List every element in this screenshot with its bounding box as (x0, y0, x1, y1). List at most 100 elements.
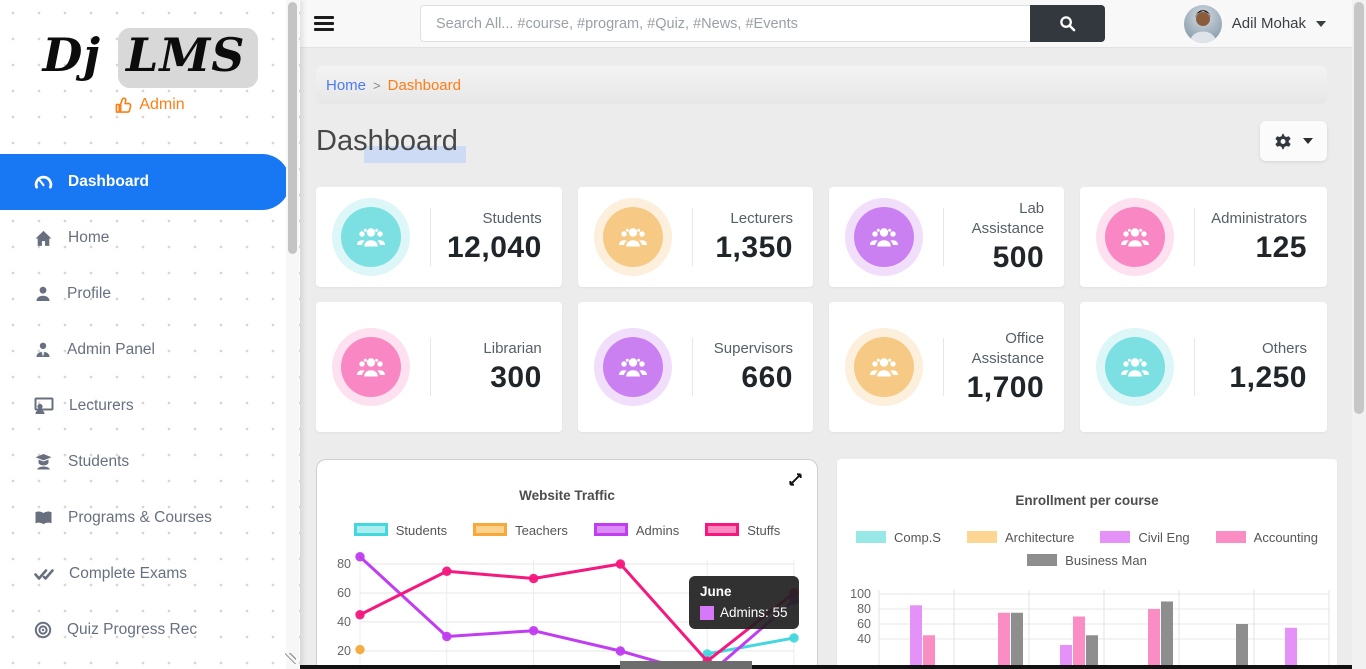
divider (942, 208, 944, 266)
chart-legend-row2: Business Man (837, 553, 1337, 568)
resize-grip[interactable] (285, 653, 296, 664)
divider (430, 338, 431, 396)
legend-label: Civil Eng (1138, 530, 1190, 545)
bottom-edge-bar (300, 665, 1352, 669)
sidebar-scrollbar-thumb[interactable] (288, 2, 297, 254)
breadcrumb-home-link[interactable]: Home (326, 76, 367, 94)
chart-title: Enrollment per course (1015, 493, 1159, 508)
sidebar-item-dashboard[interactable]: Dashboard (0, 154, 290, 210)
stat-card-administrators: Administrators 125 (1080, 187, 1327, 287)
sidebar-item-students[interactable]: Students (0, 434, 290, 490)
stat-label: Administrators (1211, 209, 1307, 227)
svg-text:80: 80 (337, 557, 351, 571)
hamburger-menu-icon[interactable] (314, 13, 334, 35)
tooltip-text: Admins: 55 (720, 605, 788, 620)
sidebar-item-quiz-progress-rec[interactable]: Quiz Progress Rec (0, 602, 290, 658)
stat-value: 1,350 (715, 231, 793, 265)
legend-swatch (1027, 554, 1058, 566)
stat-label: Lab Assistance (971, 199, 1045, 237)
search-input[interactable] (420, 5, 1030, 42)
divider (942, 338, 944, 396)
settings-button[interactable] (1260, 121, 1327, 161)
sidebar-scrollbar[interactable] (286, 0, 299, 669)
sidebar-item-home[interactable]: Home (0, 210, 290, 266)
sidebar-item-label: Complete Exams (69, 565, 188, 582)
sidebar-item-profile[interactable]: Profile (0, 266, 290, 322)
sidebar: Dj LMS Admin Dashboard Home Profile Admin P… (0, 0, 300, 669)
stat-icon-halo (844, 198, 923, 276)
stat-card-office-assistance: Office Assistance 1,700 (828, 302, 1065, 432)
divider (1194, 338, 1196, 396)
sidebar-item-complete-exams[interactable]: Complete Exams (0, 546, 290, 602)
stat-cards: Students 12,040 Lecturers 1,350 Lab Assistan… (316, 187, 1327, 432)
page-scrollbar-thumb[interactable] (1354, 2, 1364, 414)
legend-label: Accounting (1253, 530, 1318, 545)
group-icon (1105, 337, 1166, 397)
search-button[interactable] (1030, 5, 1105, 42)
legend-item-accounting[interactable]: Accounting (1215, 530, 1318, 545)
group-icon (853, 207, 914, 267)
stat-icon-halo (844, 328, 923, 406)
sidebar-item-lecturers[interactable]: Lecturers (0, 378, 290, 434)
horizontal-scrollbar-thumb[interactable] (620, 661, 752, 669)
stat-card-supervisors: Supervisors 660 (577, 302, 813, 432)
stat-label: Others (1261, 339, 1307, 357)
user-name: Adil Mohak (1231, 15, 1306, 32)
admin-role-link[interactable]: Admin (0, 96, 300, 114)
legend-item-stuffs[interactable]: Stuffs (705, 523, 780, 538)
app-logo: Dj LMS (0, 28, 300, 88)
stat-icon-halo (593, 328, 672, 406)
breadcrumb-current: Dashboard (387, 76, 461, 94)
sidebar-item-label: Admin Panel (67, 341, 155, 358)
stat-label: Students (482, 209, 542, 227)
svg-text:80: 80 (857, 602, 871, 616)
gear-icon (1274, 133, 1291, 149)
lecturers-icon (34, 397, 54, 415)
sidebar-item-label: Home (68, 229, 110, 246)
sidebar-item-programs-courses[interactable]: Programs & Courses (0, 490, 290, 546)
main-content: Home > Dashboard Dashboard Students 12,04… (300, 48, 1352, 669)
svg-text:40: 40 (337, 615, 351, 629)
stat-label: Lecturers (730, 209, 793, 227)
legend-item-admins[interactable]: Admins (593, 523, 680, 538)
page-scrollbar[interactable] (1352, 0, 1366, 669)
page-title: Dashboard (316, 125, 466, 163)
breadcrumb-separator: > (373, 77, 381, 93)
sidebar-item-admin-panel[interactable]: Admin Panel (0, 322, 290, 378)
profile-icon (34, 285, 52, 303)
user-menu[interactable]: Adil Mohak (1183, 4, 1326, 43)
sidebar-item-label: Lecturers (69, 397, 134, 414)
expand-icon[interactable] (788, 472, 803, 492)
svg-text:20: 20 (337, 644, 351, 658)
dashboard-icon (34, 173, 53, 192)
legend-label: Teachers (515, 523, 568, 538)
legend-item-comp-s[interactable]: Comp.S (856, 530, 941, 545)
chart-tooltip: June Admins: 55 (689, 576, 799, 629)
stat-value: 660 (741, 361, 793, 395)
legend-label: Admins (635, 523, 680, 538)
legend-label: Business Man (1065, 553, 1147, 568)
legend-swatch (353, 523, 388, 536)
svg-text:100: 100 (850, 587, 871, 601)
stat-icon-halo (1096, 198, 1175, 276)
legend-item-civil-eng[interactable]: Civil Eng (1100, 530, 1190, 545)
chevron-down-icon (1302, 138, 1313, 144)
group-icon (1105, 207, 1166, 267)
svg-text:40: 40 (857, 632, 871, 646)
chevron-down-icon (1316, 20, 1326, 27)
legend-item-students[interactable]: Students (353, 523, 447, 538)
stat-value: 1,250 (1229, 361, 1307, 395)
legend-item-teachers[interactable]: Teachers (473, 523, 568, 538)
topbar: Adil Mohak (300, 0, 1352, 48)
breadcrumb: Home > Dashboard (316, 66, 1327, 104)
website-traffic-card: Website Traffic Students Teachers Admins Stu… (316, 459, 818, 669)
search-icon (1060, 16, 1076, 32)
stat-icon-halo (332, 328, 410, 406)
legend-swatch (1100, 531, 1131, 543)
stat-card-students: Students 12,040 (316, 187, 562, 287)
legend-item-business-man[interactable]: Business Man (1027, 553, 1147, 568)
group-icon (341, 207, 401, 267)
legend-item-architecture[interactable]: Architecture (966, 530, 1074, 545)
admin-role-label: Admin (139, 96, 185, 113)
